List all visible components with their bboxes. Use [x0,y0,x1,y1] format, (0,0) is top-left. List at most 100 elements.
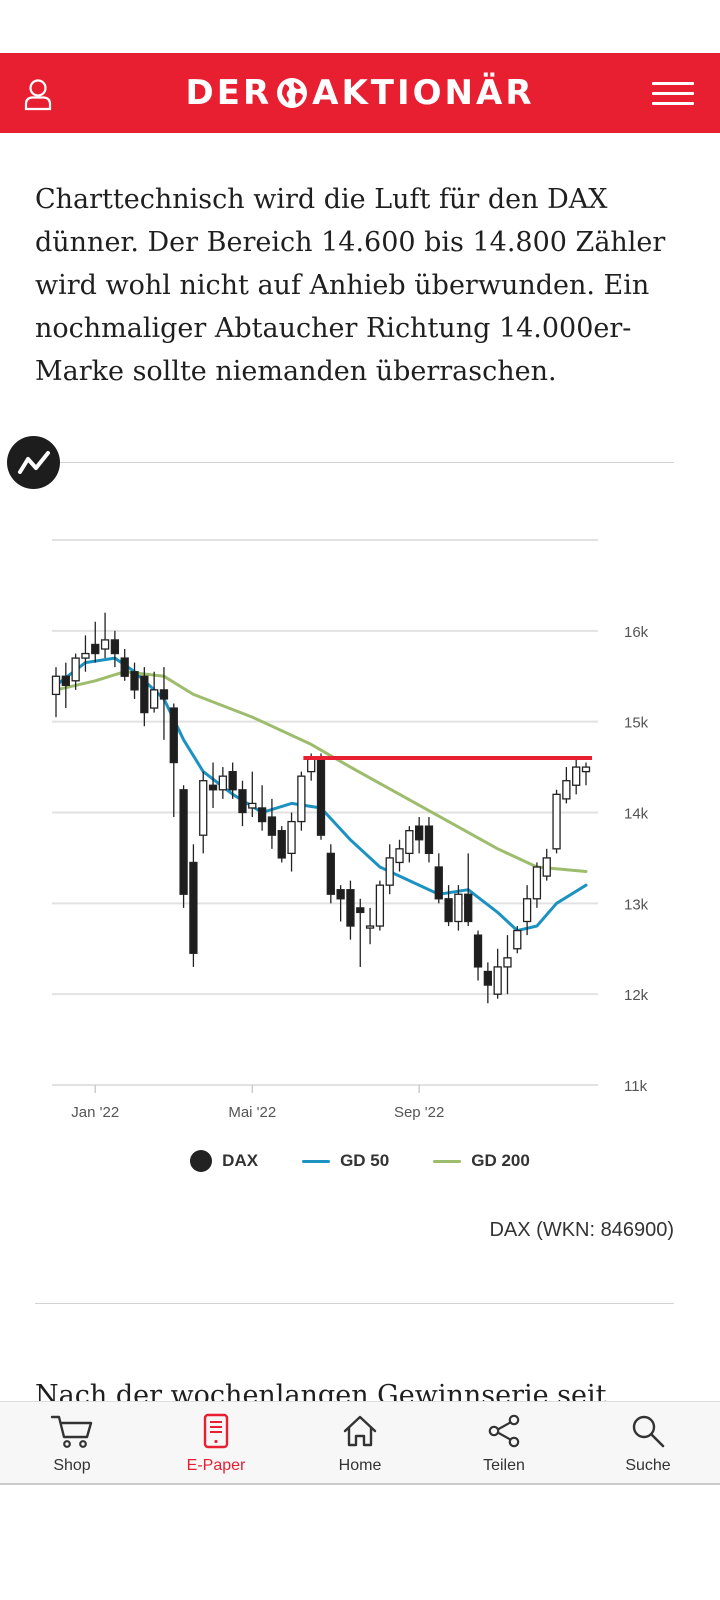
candle [336,889,345,900]
candle [130,671,139,691]
nav-label: Home [338,1456,382,1474]
hamburger-menu-icon[interactable] [652,82,694,106]
nav-label: Suche [625,1456,671,1474]
logo-text-right: AKTIONÄR [312,73,535,113]
candle [572,766,581,786]
chart-legend: DAX GD 50 GD 200 [0,1150,720,1172]
legend-label: GD 200 [471,1151,530,1170]
candle [326,852,335,895]
brand-logo[interactable]: DER AKTIONÄR [186,73,535,113]
candle [100,639,110,650]
chart-icon [7,436,60,489]
nav-item-suche[interactable]: Suche [588,1411,708,1475]
candle [81,652,90,659]
nav-item-teilen[interactable]: Teilen [444,1411,564,1475]
divider [35,1303,674,1304]
candle [120,657,129,677]
candle [434,866,443,900]
candle [159,689,169,700]
candle [307,757,316,773]
nav-item-epaper[interactable]: E-Paper [156,1411,276,1475]
y-tick-label: 11k [624,1078,648,1095]
legend-label: GD 50 [340,1151,390,1170]
y-tick-label: 12k [624,987,649,1004]
legend-marker [433,1159,462,1163]
search-icon [626,1411,670,1451]
home-icon [338,1411,382,1451]
article-paragraph: Charttechnisch wird die Luft für den DAX… [35,184,666,387]
candle [346,889,355,927]
candle [414,825,424,841]
candle [356,907,365,914]
legend-marker [190,1150,213,1172]
candle [365,925,375,929]
candle [91,643,100,655]
chart-caption: DAX (WKN: 846900) [489,1219,674,1241]
candle [277,830,286,859]
legend-item-gd50[interactable]: GD 50 [302,1150,389,1172]
y-tick-label: 14k [624,806,649,823]
legend-marker [302,1159,331,1163]
candle [208,784,218,791]
legend-item-gd200[interactable]: GD 200 [433,1150,530,1172]
candle [375,884,385,927]
candle [581,766,591,773]
candle [110,639,120,655]
candle [513,929,522,950]
share-icon [482,1411,526,1451]
legend-label: DAX [222,1151,259,1170]
candle [522,898,532,923]
candle [473,934,483,968]
candle [218,775,228,791]
candle [189,861,198,954]
x-tick-label: Mai '22 [228,1104,276,1121]
candle [287,820,296,855]
candle [454,893,463,923]
nav-item-shop[interactable]: Shop [12,1411,132,1475]
nav-item-home[interactable]: Home [300,1411,420,1475]
candle [238,789,247,814]
y-tick-label: 16k [624,624,649,641]
bottom-navigation: Shop E-Paper Home [0,1401,720,1485]
divider [60,462,674,463]
x-tick-label: Sep '22 [394,1104,444,1121]
chart-canvas: 16k 15k 14k 13k 12k 11k Jan '22 Mai '22 Sep '22 [51,539,649,1121]
candle [297,775,306,823]
user-icon[interactable] [22,77,54,111]
candle [542,857,551,877]
legend-item-dax[interactable]: DAX [190,1150,258,1172]
candle [248,802,257,809]
candle [395,848,404,864]
dax-chart: 16k 15k 14k 13k 12k 11k Jan '22 Mai '22 Sep '22 [0,520,720,1200]
x-tick-label: Jan '22 [71,1104,119,1121]
candle [316,757,326,836]
app-header: DER AKTIONÄR [0,53,720,133]
candle [199,780,208,836]
y-tick-label: 15k [624,715,649,732]
candle [483,970,493,986]
candle [169,707,178,764]
candle [503,957,512,968]
candle [228,770,237,791]
candle [385,857,394,886]
candle [552,793,561,850]
nav-label: E-Paper [186,1456,246,1474]
candle [532,866,542,900]
candle [493,966,502,995]
candle [444,898,453,923]
candle [61,675,70,686]
candle [257,807,267,823]
candle [267,816,277,836]
nav-label: Teilen [483,1456,525,1474]
candle [140,675,149,714]
candle [424,825,434,855]
tablet-icon [194,1411,238,1451]
candle [51,675,61,696]
logo-text-left: DER [185,73,273,113]
candle [464,893,473,923]
candle [562,780,571,800]
candle [71,657,80,682]
y-tick-label: 13k [624,896,649,913]
candle [179,789,188,895]
cart-icon [50,1411,94,1451]
